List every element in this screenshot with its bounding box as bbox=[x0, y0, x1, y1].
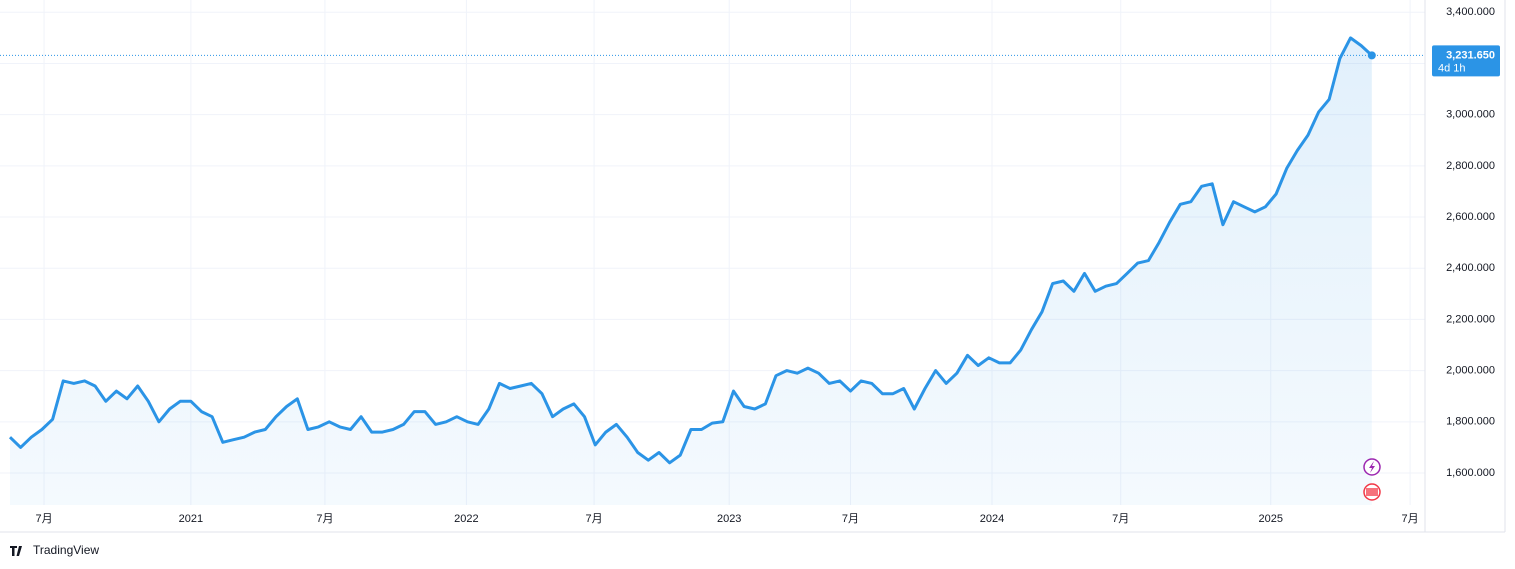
area-fill bbox=[10, 37, 1372, 506]
x-tick-label: 2023 bbox=[717, 513, 741, 525]
countdown: 4d 1h bbox=[1438, 62, 1466, 74]
x-tick-label: 7月 bbox=[316, 513, 333, 525]
y-tick-label: 2,600.000 bbox=[1446, 211, 1495, 223]
x-tick-label: 2021 bbox=[179, 513, 203, 525]
lightning bbox=[1369, 461, 1375, 473]
plot bbox=[8, 36, 1376, 506]
price-line bbox=[8, 36, 1373, 465]
y-tick-label: 2,000.000 bbox=[1446, 365, 1495, 377]
brand: TradingView bbox=[33, 543, 99, 557]
x-tick-label: 7月 bbox=[1112, 513, 1129, 525]
x-tick-label: 2022 bbox=[454, 513, 478, 525]
x-tick-label: 7月 bbox=[842, 513, 859, 525]
x-tick-label: 7月 bbox=[586, 513, 603, 525]
x-tick-label: 7月 bbox=[1402, 513, 1419, 525]
price-badge-label: 3,231.650 bbox=[1446, 49, 1495, 61]
price-badge bbox=[1432, 45, 1500, 77]
x-tick-label: 7月 bbox=[35, 513, 52, 525]
logo-icon bbox=[10, 546, 22, 556]
x-tick-label: 2025 bbox=[1258, 513, 1282, 525]
y-tick-label: 2,400.000 bbox=[1446, 262, 1495, 274]
y-tick-label: 1,800.000 bbox=[1446, 416, 1495, 428]
y-tick-label: 3,000.000 bbox=[1446, 109, 1495, 121]
y-tick-label: 2,200.000 bbox=[1446, 313, 1495, 325]
event-icons bbox=[1363, 458, 1381, 501]
y-tick-label: 1,600.000 bbox=[1446, 467, 1495, 479]
y-tick-label: 3,400.000 bbox=[1446, 6, 1495, 18]
x-tick-label: 2024 bbox=[980, 513, 1004, 525]
flag bbox=[1366, 488, 1378, 496]
logo: TradingView bbox=[10, 543, 99, 557]
y-tick-label: 2,800.000 bbox=[1446, 160, 1495, 172]
